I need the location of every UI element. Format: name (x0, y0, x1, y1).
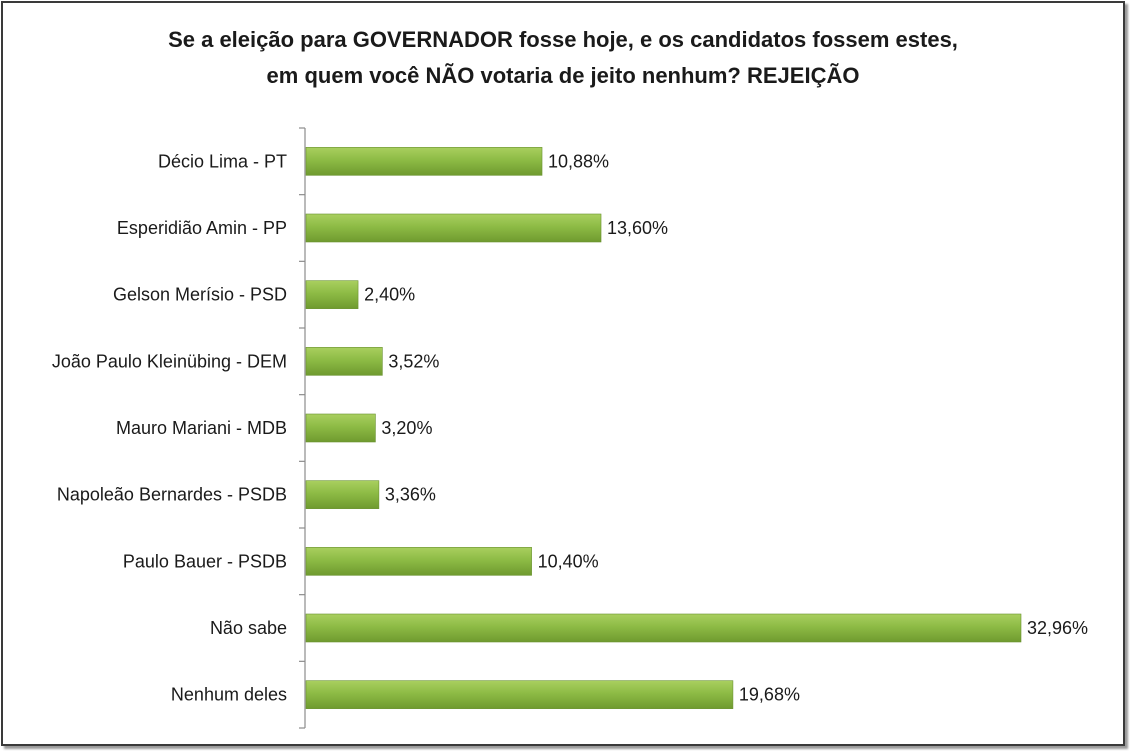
bar (305, 280, 359, 309)
value-label: 13,60% (607, 218, 668, 238)
category-label: Mauro Mariani - MDB (116, 418, 287, 438)
category-label: Esperidião Amin - PP (117, 218, 287, 238)
value-label: 3,20% (381, 418, 432, 438)
chart-title-line-2: em quem você NÃO votaria de jeito nenhum… (266, 63, 860, 88)
category-label: Não sabe (210, 618, 287, 638)
bar (305, 147, 543, 176)
bar (305, 547, 532, 576)
value-label: 19,68% (739, 685, 800, 705)
category-label: Décio Lima - PT (158, 151, 287, 171)
value-label: 32,96% (1027, 618, 1088, 638)
bar (305, 480, 380, 509)
bar (305, 213, 602, 243)
category-label: Gelson Merísio - PSD (113, 285, 287, 305)
bar (305, 613, 1022, 643)
bar (305, 413, 376, 443)
chart-title: Se a eleição para GOVERNADOR fosse hoje,… (0, 22, 1126, 94)
bar (305, 347, 383, 376)
value-label: 3,36% (385, 485, 436, 505)
category-label: Paulo Bauer - PSDB (123, 551, 287, 571)
value-label: 3,52% (388, 351, 439, 371)
bar (305, 680, 734, 709)
category-label: João Paulo Kleinübing - DEM (52, 351, 287, 371)
value-label: 10,40% (538, 551, 599, 571)
category-label: Napoleão Bernardes - PSDB (57, 485, 287, 505)
value-label: 2,40% (364, 285, 415, 305)
value-label: 10,88% (548, 151, 609, 171)
category-label: Nenhum deles (171, 685, 287, 705)
chart-title-line-1: Se a eleição para GOVERNADOR fosse hoje,… (168, 27, 958, 52)
